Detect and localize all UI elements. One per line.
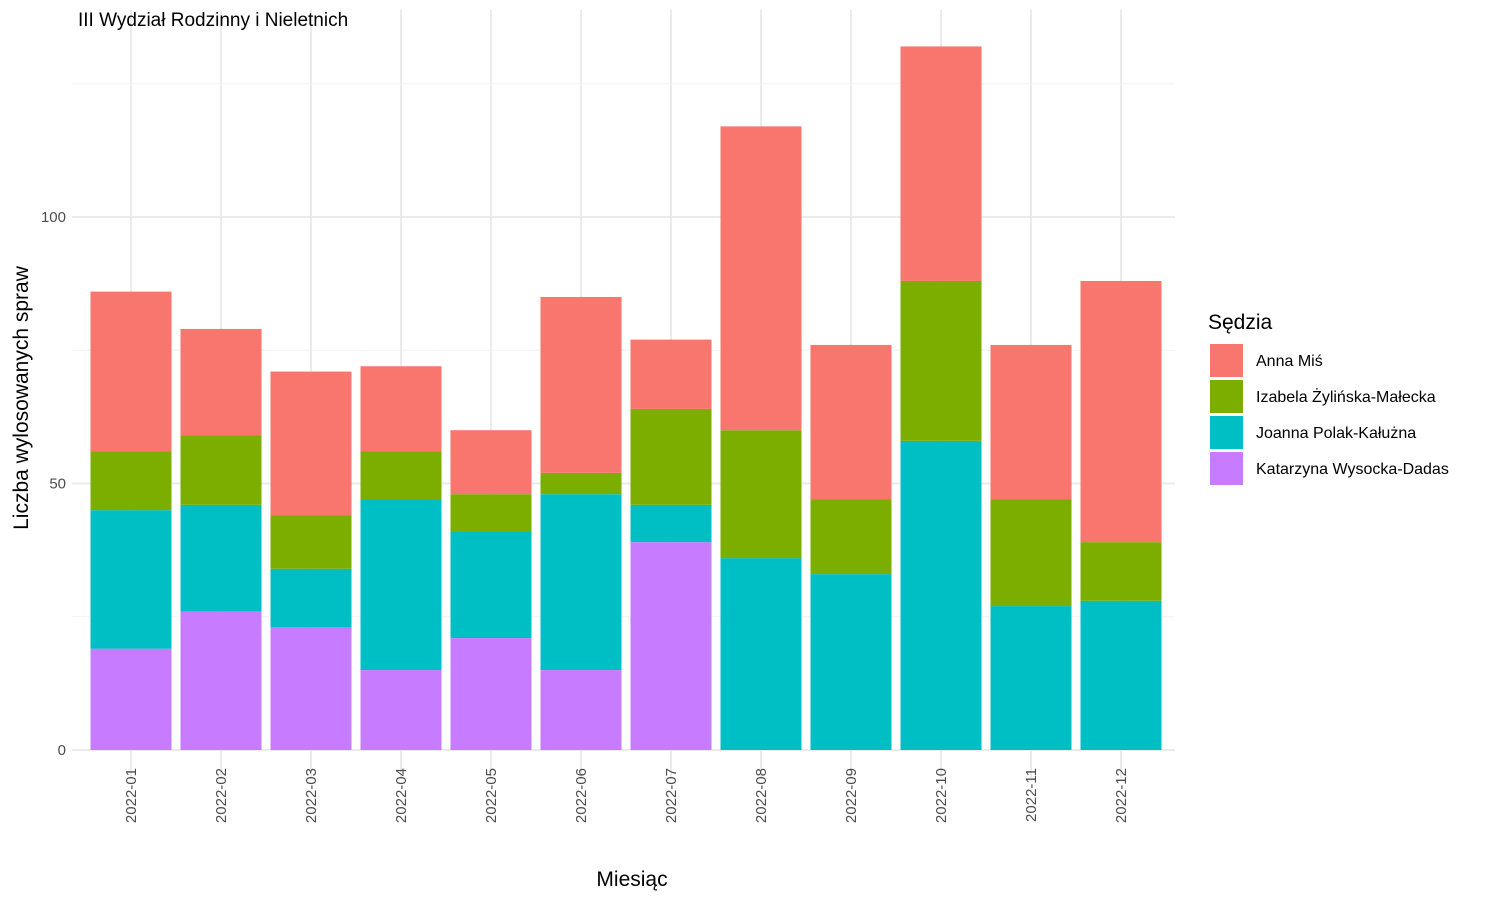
bar-segment bbox=[540, 670, 622, 750]
bar-segment bbox=[450, 430, 532, 495]
bar-segment bbox=[360, 366, 442, 452]
bar-segment bbox=[180, 328, 262, 436]
bar-segment bbox=[450, 531, 532, 639]
x-tick-label: 2022-03 bbox=[303, 768, 320, 823]
x-tick-label: 2022-02 bbox=[213, 768, 230, 823]
bar-segment bbox=[270, 515, 352, 569]
bar-segment bbox=[450, 638, 532, 750]
x-tick-label: 2022-04 bbox=[393, 768, 410, 823]
bar-segment bbox=[1080, 280, 1162, 543]
x-tick-label: 2022-06 bbox=[573, 768, 590, 823]
bar-segment bbox=[360, 451, 442, 500]
bar-segment bbox=[90, 451, 172, 511]
bar-segment bbox=[360, 499, 442, 671]
chart-title: III Wydział Rodzinny i Nieletnich bbox=[78, 10, 348, 31]
bar-segment bbox=[630, 408, 712, 505]
legend-key bbox=[1210, 452, 1243, 485]
x-tick-label: 2022-10 bbox=[933, 768, 950, 823]
x-tick-label: 2022-12 bbox=[1113, 768, 1130, 823]
bar-segment bbox=[630, 504, 712, 543]
bar-segment bbox=[900, 46, 982, 281]
bar-segment bbox=[720, 558, 802, 750]
legend-label: Izabela Żylińska-Małecka bbox=[1256, 387, 1436, 406]
x-tick-label: 2022-07 bbox=[663, 768, 680, 823]
legend-label: Katarzyna Wysocka-Dadas bbox=[1256, 461, 1449, 478]
x-tick-label: 2022-05 bbox=[483, 768, 500, 823]
legend: Sędzia Anna Miś Izabela Żylińska-Małecka J… bbox=[1208, 311, 1449, 485]
bar-segment bbox=[90, 291, 172, 452]
bar-segment bbox=[720, 126, 802, 431]
legend-title: Sędzia bbox=[1208, 311, 1273, 334]
x-axis-title: Miesiąc bbox=[596, 868, 667, 891]
y-tick-label: 0 bbox=[58, 742, 66, 759]
bar-segment bbox=[720, 430, 802, 559]
y-tick-label: 100 bbox=[41, 209, 66, 226]
bar-segment bbox=[270, 371, 352, 516]
bar-segment bbox=[180, 611, 262, 750]
x-tick-label: 2022-11 bbox=[1023, 768, 1040, 822]
bar-segment bbox=[540, 296, 622, 473]
legend-key bbox=[1210, 380, 1243, 413]
bar-segment bbox=[990, 606, 1072, 750]
bar-segment bbox=[1080, 600, 1162, 750]
bar-segment bbox=[450, 494, 532, 532]
x-axis-ticks: 2022-01 2022-02 2022-03 2022-04 2022-05 2022-… bbox=[123, 768, 1130, 823]
bar-segment bbox=[630, 542, 712, 750]
bar-segment bbox=[270, 627, 352, 750]
legend-key bbox=[1210, 344, 1243, 377]
bar-segment bbox=[990, 499, 1072, 607]
x-tick-label: 2022-08 bbox=[753, 768, 770, 823]
bar-segment bbox=[180, 504, 262, 612]
bar-segment bbox=[630, 339, 712, 409]
y-axis-ticks: 0 50 100 bbox=[41, 209, 66, 759]
bar-segment bbox=[810, 344, 892, 500]
y-tick-label: 50 bbox=[49, 476, 66, 493]
bar-segment bbox=[540, 472, 622, 495]
bar-segment bbox=[270, 568, 352, 628]
bar-segment bbox=[1080, 542, 1162, 601]
bars bbox=[90, 46, 1162, 750]
bar-segment bbox=[180, 435, 262, 505]
x-tick-label: 2022-09 bbox=[843, 768, 860, 823]
bar-segment bbox=[90, 510, 172, 649]
x-tick-label: 2022-01 bbox=[123, 768, 140, 823]
bar-segment bbox=[900, 280, 982, 441]
bar-segment bbox=[540, 494, 622, 671]
bar-segment bbox=[810, 574, 892, 750]
bar-segment bbox=[810, 499, 892, 575]
legend-label: Anna Miś bbox=[1256, 353, 1323, 370]
bar-segment bbox=[900, 440, 982, 750]
bar-segment bbox=[990, 344, 1072, 500]
legend-label: Joanna Polak-Kałużna bbox=[1256, 425, 1416, 442]
y-axis-title: Liczba wylosowanych spraw bbox=[10, 265, 33, 530]
legend-key bbox=[1210, 416, 1243, 449]
bar-segment bbox=[360, 670, 442, 750]
bar-segment bbox=[90, 648, 172, 750]
